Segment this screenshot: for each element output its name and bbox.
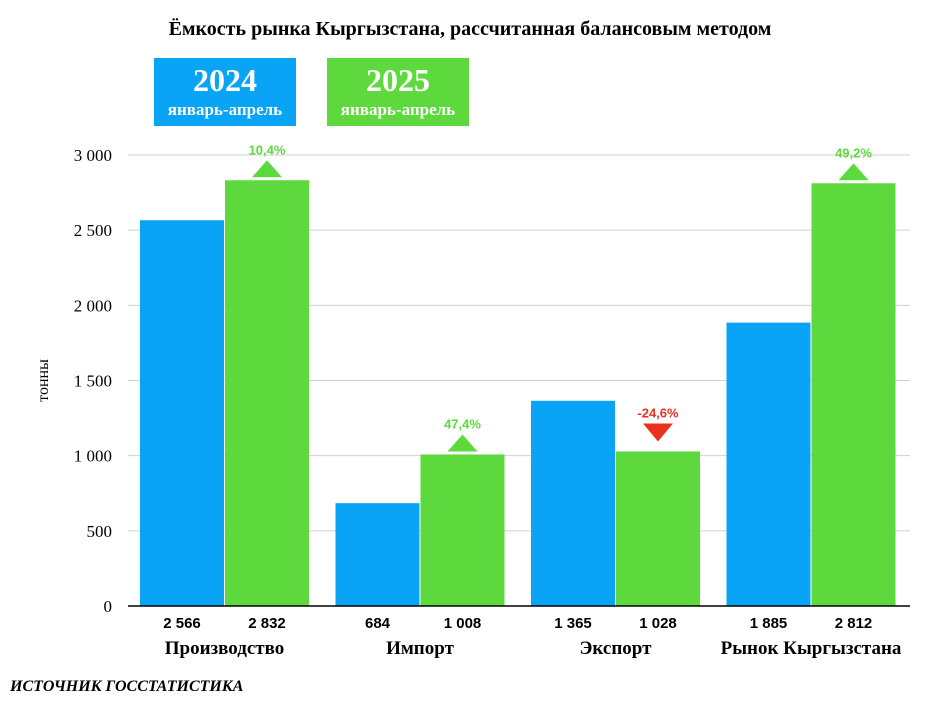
value-label: 2 812 [835, 615, 873, 632]
y-tick-label: 0 [104, 597, 113, 616]
triangle-down-icon [643, 423, 673, 442]
value-label: 1 885 [750, 615, 788, 632]
chart-title: Ёмкость рынка Кыргызстана, рассчитанная … [168, 18, 772, 40]
change-label: -24,6% [637, 405, 679, 420]
bar-2024 [531, 400, 615, 606]
source-note: ИСТОЧНИК ГОССТАТИСТИКА [10, 678, 244, 695]
bar-2025 [225, 180, 309, 607]
change-label: 10,4% [249, 142, 286, 157]
category-label: Импорт [386, 638, 454, 659]
bar-2024 [140, 220, 224, 606]
legend-2024-period: январь-апрель [167, 100, 283, 119]
value-label: 2 566 [163, 615, 201, 632]
legend-2025: 2025 январь-апрель [327, 58, 469, 126]
category-label: Производство [165, 638, 285, 659]
y-tick-label: 2 500 [74, 221, 112, 240]
legend-2025-period: январь-апрель [340, 100, 456, 119]
value-label: 1 028 [639, 615, 677, 632]
value-label: 1 008 [444, 615, 482, 632]
bar-2024 [726, 322, 811, 606]
triangle-up-icon [838, 163, 869, 181]
value-label: 1 365 [554, 615, 592, 632]
bar-2025 [811, 183, 896, 606]
legend-2025-year: 2025 [366, 62, 430, 98]
triangle-up-icon [447, 434, 478, 452]
bar-2024 [335, 503, 420, 606]
change-label: 47,4% [444, 416, 481, 431]
y-axis-label: тонны [35, 359, 52, 402]
triangle-up-icon [252, 160, 282, 178]
value-label: 684 [365, 615, 391, 632]
category-label: Экспорт [580, 638, 653, 659]
y-tick-label: 1 500 [74, 372, 112, 391]
bar-2025 [420, 454, 505, 606]
value-label: 2 832 [248, 615, 286, 632]
y-tick-label: 500 [87, 522, 113, 541]
y-tick-label: 3 000 [74, 146, 112, 165]
legend-2024: 2024 январь-апрель [154, 58, 296, 126]
y-tick-label: 1 000 [74, 447, 112, 466]
y-tick-label: 2 000 [74, 296, 112, 315]
category-label: Рынок Кыргызстана [721, 638, 902, 659]
change-label: 49,2% [835, 145, 872, 160]
bar-2025 [616, 451, 700, 606]
legend-2024-year: 2024 [193, 62, 257, 98]
